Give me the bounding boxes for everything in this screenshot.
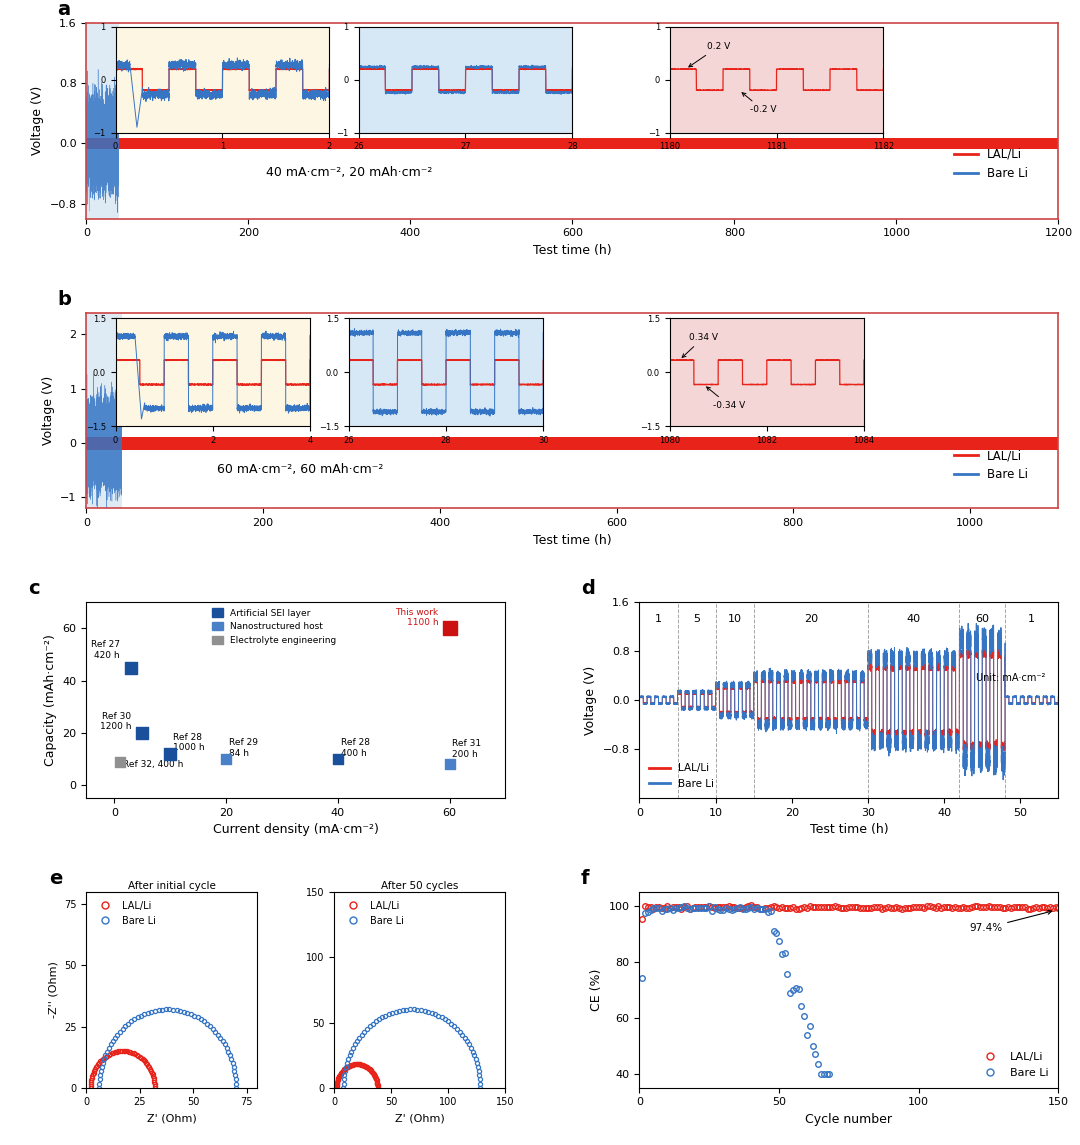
X-axis label: Cycle number: Cycle number (806, 1113, 892, 1126)
Text: Ref 30
1200 h: Ref 30 1200 h (99, 712, 131, 732)
Title: After 50 cycles: After 50 cycles (381, 882, 459, 891)
Point (111, 752, 129, 771)
Text: 60: 60 (975, 614, 989, 624)
Text: a: a (57, 0, 70, 19)
Legend: LAL/Li, Bare Li: LAL/Li, Bare Li (645, 759, 718, 792)
Text: 40 mA·cm⁻², 20 mAh·cm⁻²: 40 mA·cm⁻², 20 mAh·cm⁻² (266, 166, 432, 179)
Text: Ref 28
400 h: Ref 28 400 h (340, 739, 369, 758)
X-axis label: Test time (h): Test time (h) (810, 823, 888, 836)
Legend: Artificial SEI layer, Nanostructured host, Electrolyte engineering: Artificial SEI layer, Nanostructured hos… (208, 605, 340, 648)
Text: 60 mA·cm⁻², 60 mAh·cm⁻²: 60 mA·cm⁻², 60 mAh·cm⁻² (217, 463, 383, 476)
Point (441, 619, 458, 638)
Text: Ref 29
84 h: Ref 29 84 h (229, 739, 258, 758)
Legend: LAL/Li, Bare Li: LAL/Li, Bare Li (92, 897, 160, 930)
Text: 40: 40 (906, 614, 921, 624)
Text: Ref 28
1000 h: Ref 28 1000 h (173, 733, 204, 752)
Text: c: c (28, 579, 39, 599)
Point (217, 750, 234, 768)
Y-axis label: Voltage (V): Voltage (V) (31, 86, 44, 156)
Text: This work
1100 h: This work 1100 h (395, 608, 438, 627)
Y-axis label: Capacity (mAh·cm⁻²): Capacity (mAh·cm⁻²) (44, 634, 57, 766)
Text: 20: 20 (804, 614, 818, 624)
Text: e: e (49, 869, 63, 889)
Text: d: d (581, 579, 595, 599)
Text: 1: 1 (1028, 614, 1036, 624)
Bar (86, 313, 122, 508)
X-axis label: Z' (Ohm): Z' (Ohm) (395, 1113, 445, 1123)
Text: Ref 27
420 h: Ref 27 420 h (91, 640, 120, 660)
Text: 1: 1 (654, 614, 662, 624)
Title: After initial cycle: After initial cycle (127, 882, 216, 891)
Text: Ref 32, 400 h: Ref 32, 400 h (123, 760, 184, 769)
Y-axis label: Voltage (V): Voltage (V) (42, 376, 55, 445)
Legend: LAL/Li, Bare Li: LAL/Li, Bare Li (949, 143, 1034, 184)
X-axis label: Test time (h): Test time (h) (534, 534, 611, 546)
Text: 10: 10 (728, 614, 742, 624)
Text: Unit: mA·cm⁻²: Unit: mA·cm⁻² (976, 672, 1045, 682)
Y-axis label: CE (%): CE (%) (590, 969, 603, 1011)
Legend: LAL/Li, Bare Li: LAL/Li, Bare Li (339, 897, 408, 930)
Point (134, 724, 151, 742)
Legend: LAL/Li, Bare Li: LAL/Li, Bare Li (949, 444, 1034, 485)
Bar (86, 23, 119, 219)
X-axis label: Test time (h): Test time (h) (534, 244, 611, 256)
X-axis label: Current density (mA·cm⁻²): Current density (mA·cm⁻²) (213, 823, 379, 836)
Text: Ref 31
200 h: Ref 31 200 h (453, 740, 482, 759)
Point (162, 744, 179, 763)
Y-axis label: Voltage (V): Voltage (V) (584, 665, 597, 735)
Legend: LAL/Li, Bare Li: LAL/Li, Bare Li (974, 1048, 1053, 1082)
Point (441, 755, 458, 773)
Point (122, 658, 139, 677)
Text: 97.4%: 97.4% (969, 910, 1052, 933)
Y-axis label: -Z'' (Ohm): -Z'' (Ohm) (49, 962, 58, 1018)
Text: f: f (581, 869, 590, 889)
Text: 5: 5 (693, 614, 700, 624)
X-axis label: Z' (Ohm): Z' (Ohm) (147, 1113, 197, 1123)
Point (329, 750, 347, 768)
Text: b: b (57, 290, 71, 309)
